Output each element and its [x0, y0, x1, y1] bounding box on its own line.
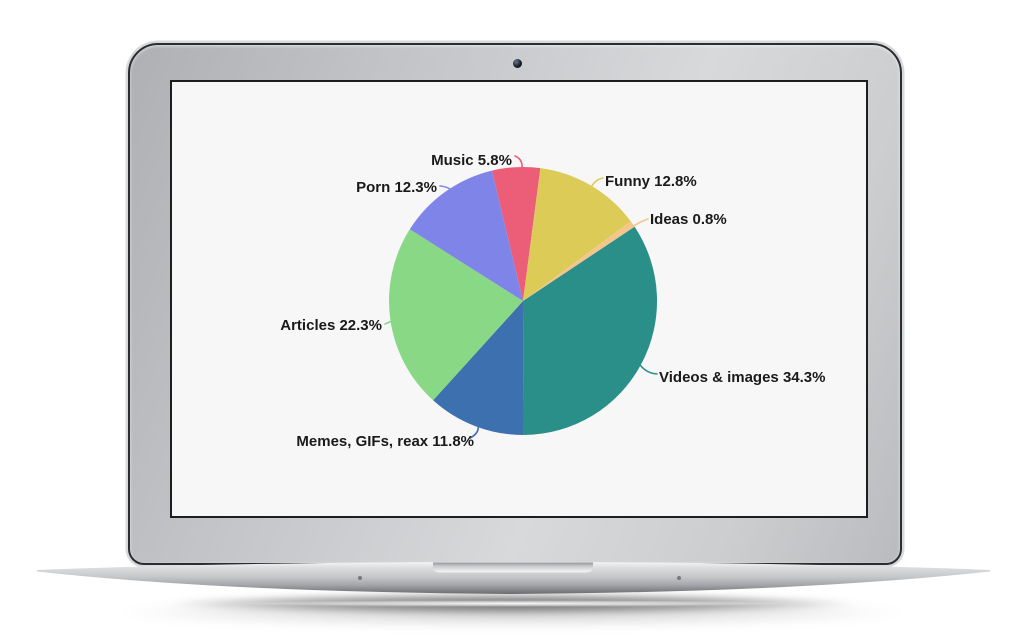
- leader-line-porn: [439, 185, 460, 202]
- leader-line-memes-gifs-reax: [469, 423, 480, 439]
- pie-slice-memes-gifs-reax: [433, 301, 524, 436]
- webcam-icon: [513, 59, 522, 68]
- pie-label-music: Music 5.8%: [431, 152, 512, 169]
- base-screw-left: [358, 576, 362, 580]
- pie-label-memes-gifs-reax: Memes, GIFs, reax 11.8%: [296, 433, 474, 450]
- leader-line-music: [514, 155, 523, 175]
- base-screw-right: [677, 576, 681, 580]
- pie-label-articles: Articles 22.3%: [280, 317, 382, 334]
- pie-chart: Music 5.8% Funny 12.8% Ideas 0.8% Videos & …: [280, 152, 825, 450]
- pie-slice-funny: [523, 168, 631, 301]
- pie-label-videos-images: Videos & images 34.3%: [659, 369, 825, 386]
- pie-slice-porn: [409, 170, 523, 301]
- leader-line-videos-images: [634, 355, 658, 375]
- laptop-shadow-highlight: [130, 599, 900, 608]
- pie-label-funny: Funny 12.8%: [605, 173, 697, 190]
- pie-slice-ideas: [523, 221, 635, 301]
- pie-slice-music: [491, 166, 541, 301]
- pie-label-porn: Porn 12.3%: [356, 179, 437, 196]
- pie-slice-videos-images: [523, 226, 658, 435]
- leader-line-articles: [384, 313, 413, 325]
- laptop-base-notch: [433, 562, 593, 573]
- pie-slice-articles: [389, 229, 523, 401]
- leader-line-ideas: [630, 218, 649, 229]
- leader-line-funny: [588, 177, 604, 195]
- pie-label-ideas: Ideas 0.8%: [650, 211, 727, 228]
- laptop-base-body: [37, 562, 990, 594]
